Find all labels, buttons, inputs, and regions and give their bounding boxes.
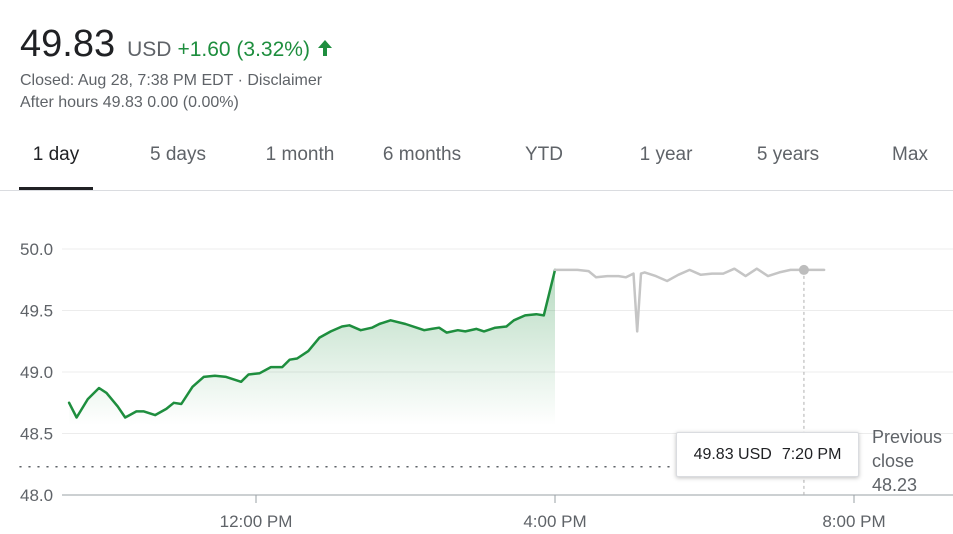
after-hours-status: After hours 49.83 0.00 (0.00%) — [20, 94, 239, 111]
hover-point[interactable] — [798, 264, 809, 275]
tab-ytd[interactable]: YTD — [525, 144, 563, 165]
quote-header: 49.83 USD +1.60 (3.32%) Closed: Aug 28, … — [20, 22, 334, 114]
x-tick-label: 4:00 PM — [523, 512, 586, 531]
tab-5-days[interactable]: 5 days — [150, 144, 206, 165]
currency-label: USD — [127, 38, 172, 61]
price-row: 49.83 USD +1.60 (3.32%) — [20, 22, 334, 66]
tooltip-value: 49.83 USD — [693, 446, 772, 463]
tab-max[interactable]: Max — [892, 144, 928, 165]
previous-close-label: 48.23 — [872, 475, 917, 495]
arrow-up-icon — [316, 39, 334, 57]
y-tick-label: 50.0 — [20, 240, 53, 259]
x-tick-label: 8:00 PM — [822, 512, 885, 531]
y-tick-label: 48.5 — [20, 425, 53, 444]
tab-1-month[interactable]: 1 month — [265, 144, 335, 165]
series-line-after-hours — [553, 267, 826, 333]
previous-close-label: Previous — [872, 427, 942, 447]
x-tick-label: 12:00 PM — [220, 512, 293, 531]
y-tick-label: 49.0 — [20, 363, 53, 382]
tooltip-time: 7:20 PM — [781, 446, 842, 463]
series-line-regular — [67, 268, 557, 419]
price-tooltip: 49.83 USD 7:20 PM — [676, 432, 859, 477]
y-tick-label: 48.0 — [20, 486, 53, 505]
tab-5-years[interactable]: 5 years — [756, 144, 820, 165]
active-tab-indicator — [19, 187, 93, 190]
range-tabs: 1 day 5 days 1 month 6 months YTD 1 year… — [0, 130, 953, 191]
tab-1-day[interactable]: 1 day — [32, 144, 80, 165]
y-tick-label: 49.5 — [20, 302, 53, 321]
closed-status: Closed: Aug 28, 7:38 PM EDT · Disclaimer — [20, 72, 323, 89]
price-chart[interactable]: 50.0 49.5 49.0 48.5 48.0 12:00 PM 4:00 PM 8:00 … — [0, 190, 953, 534]
price-change: +1.60 (3.32%) — [177, 38, 310, 61]
tab-1-year[interactable]: 1 year — [639, 144, 693, 165]
tab-6-months[interactable]: 6 months — [382, 144, 462, 165]
previous-close-label: close — [872, 451, 914, 471]
current-price: 49.83 — [20, 23, 116, 65]
